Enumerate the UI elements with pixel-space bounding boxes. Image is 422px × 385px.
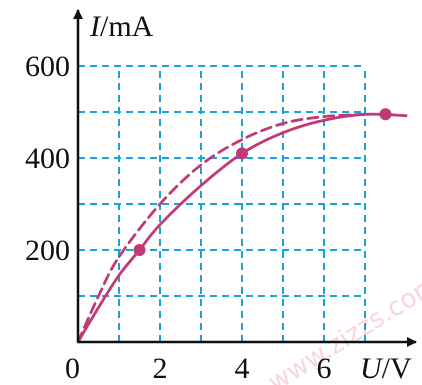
solid-curve (76, 112, 408, 344)
dashed-curve (76, 112, 367, 344)
x-tick-label: 2 (153, 352, 168, 385)
y-axis-symbol: I (89, 10, 102, 43)
data-points (133, 108, 392, 256)
origin-label: 0 (65, 352, 80, 385)
curves (76, 112, 408, 344)
x-axis-symbol: U (360, 352, 384, 385)
y-tick-label: 400 (25, 142, 70, 175)
y-axis-unit: /mA (100, 10, 154, 43)
tick-labels: 2 4 6 200 400 600 (25, 50, 332, 385)
x-tick-label: 6 (317, 352, 332, 385)
y-axis-title: I/mA (89, 10, 154, 43)
y-tick-label: 600 (25, 50, 70, 83)
data-point (236, 147, 248, 160)
y-tick-label: 200 (25, 234, 70, 267)
x-tick-label: 4 (235, 352, 250, 385)
data-point (133, 244, 146, 256)
x-axis-title: U/V (360, 352, 412, 385)
x-axis-unit: /V (382, 352, 412, 385)
grid (78, 65, 366, 342)
data-point (379, 108, 392, 121)
